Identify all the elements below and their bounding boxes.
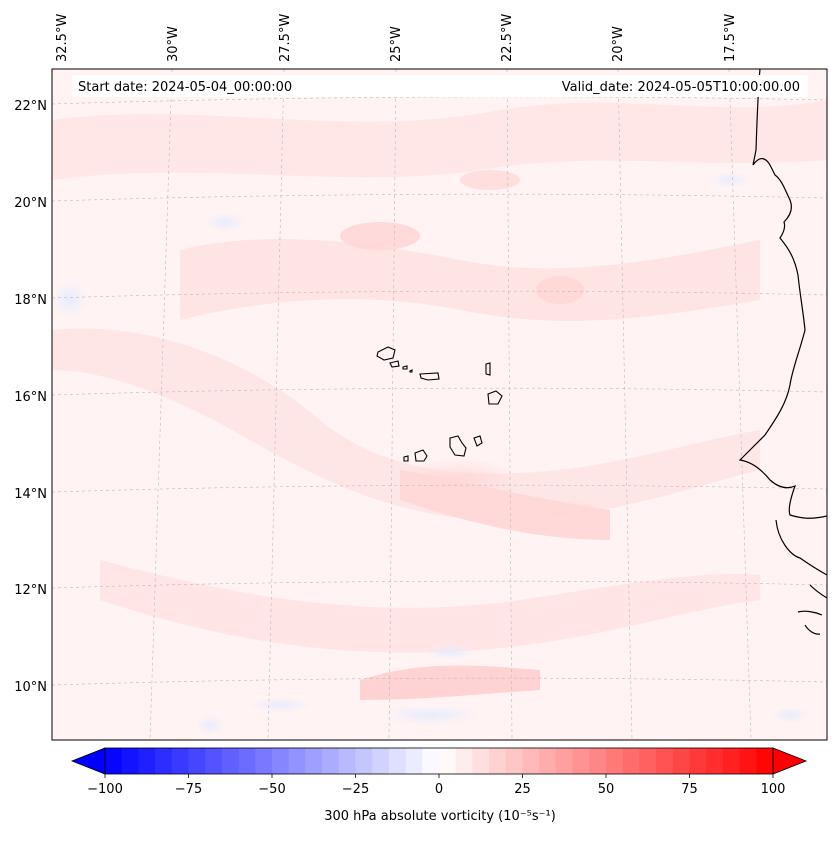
colorbar-segment bbox=[305, 748, 323, 774]
colorbar-segment bbox=[606, 748, 624, 774]
colorbar-segment bbox=[622, 748, 640, 774]
west-africa-coastline bbox=[738, 69, 827, 635]
colorbar-label: 300 hPa absolute vorticity (10⁻⁵s⁻¹) bbox=[324, 809, 556, 824]
colorbar-tick-label: −25 bbox=[342, 782, 369, 797]
colorbar-segment bbox=[121, 748, 139, 774]
colorbar-segment bbox=[372, 748, 390, 774]
colorbar-segment bbox=[522, 748, 540, 774]
colorbar-ticks: −100 −75 −50 −25 0 25 50 75 100 bbox=[87, 774, 785, 797]
colorbar-min-arrow bbox=[70, 747, 106, 775]
colorbar-segment bbox=[455, 748, 473, 774]
vorticity-field bbox=[52, 69, 827, 740]
colorbar-segment bbox=[221, 748, 240, 774]
colorbar-tick-label: 0 bbox=[435, 782, 443, 797]
lon-label: 27.5°W bbox=[278, 14, 293, 62]
lon-label: 25°W bbox=[389, 26, 404, 62]
colorbar-segment bbox=[138, 748, 156, 774]
lat-label: 10°N bbox=[14, 680, 47, 695]
colorbar-segment bbox=[589, 748, 607, 774]
colorbar-segment bbox=[656, 748, 674, 774]
colorbar-segment bbox=[338, 748, 356, 774]
colorbar-segment bbox=[105, 748, 123, 774]
lat-label: 14°N bbox=[14, 487, 47, 502]
colorbar-segment bbox=[238, 748, 256, 774]
colorbar-segment bbox=[672, 748, 690, 774]
colorbar-segment bbox=[689, 748, 707, 774]
colorbar-segment bbox=[722, 748, 741, 774]
colorbar-segment bbox=[539, 748, 557, 774]
colorbar-segment bbox=[255, 748, 273, 774]
colorbar-segment bbox=[555, 748, 574, 774]
lat-label: 22°N bbox=[14, 99, 47, 114]
lon-label: 22.5°W bbox=[500, 14, 515, 62]
date-header-box bbox=[72, 75, 808, 97]
lat-label: 12°N bbox=[14, 583, 47, 598]
colorbar-segment bbox=[405, 748, 423, 774]
colorbar-tick-label: 50 bbox=[598, 782, 615, 797]
colorbar-segment bbox=[472, 748, 490, 774]
cape-verde-islands bbox=[376, 346, 503, 462]
colorbar-segment bbox=[422, 748, 440, 774]
colorbar-segment bbox=[171, 748, 189, 774]
colorbar-segment bbox=[322, 748, 340, 774]
colorbar-segment bbox=[155, 748, 173, 774]
lon-label: 32.5°W bbox=[55, 14, 70, 62]
lat-label: 20°N bbox=[14, 196, 47, 211]
colorbar-max-arrow bbox=[772, 747, 808, 775]
colorbar-tick-label: 100 bbox=[761, 782, 786, 797]
colorbar-tick-label: −100 bbox=[87, 782, 123, 797]
meridian-gridlines bbox=[149, 69, 752, 740]
colorbar-segment bbox=[188, 748, 206, 774]
colorbar-tick-label: −75 bbox=[175, 782, 202, 797]
lon-label: 20°W bbox=[611, 26, 626, 62]
latitude-labels: 22°N 20°N 18°N 16°N 14°N 12°N 10°N bbox=[14, 99, 47, 695]
colorbar-segment bbox=[739, 748, 757, 774]
colorbar-segment bbox=[288, 748, 306, 774]
colorbar-tick-label: 25 bbox=[514, 782, 531, 797]
lat-label: 16°N bbox=[14, 390, 47, 405]
colorbar-segment bbox=[388, 748, 407, 774]
start-date-label: Start date: 2024-05-04_00:00:00 bbox=[78, 80, 292, 95]
colorbar-segment bbox=[756, 748, 774, 774]
map-frame bbox=[51, 68, 828, 741]
colorbar-tick-label: −50 bbox=[258, 782, 285, 797]
colorbar-segment bbox=[572, 748, 590, 774]
longitude-labels: 32.5°W 30°W 27.5°W 25°W 22.5°W 20°W 17.5… bbox=[55, 14, 738, 62]
valid-date-label: Valid_date: 2024-05-05T10:00:00.00 bbox=[562, 80, 800, 95]
lat-label: 18°N bbox=[14, 293, 47, 308]
parallel-gridlines bbox=[52, 96, 827, 686]
colorbar-segment bbox=[489, 748, 507, 774]
colorbar-segment bbox=[706, 748, 724, 774]
colorbar-segment bbox=[355, 748, 373, 774]
colorbar-segment bbox=[439, 748, 457, 774]
colorbar-tick-label: 75 bbox=[681, 782, 698, 797]
lon-label: 17.5°W bbox=[723, 14, 738, 62]
colorbar-segment bbox=[505, 748, 523, 774]
lon-label: 30°W bbox=[166, 26, 181, 62]
colorbar-segment bbox=[272, 748, 290, 774]
colorbar: −100 −75 −50 −25 0 25 50 75 100 300 hPa absolute… bbox=[70, 747, 808, 824]
colorbar-segments bbox=[105, 748, 774, 774]
colorbar-segment bbox=[639, 748, 657, 774]
colorbar-segment bbox=[205, 748, 223, 774]
